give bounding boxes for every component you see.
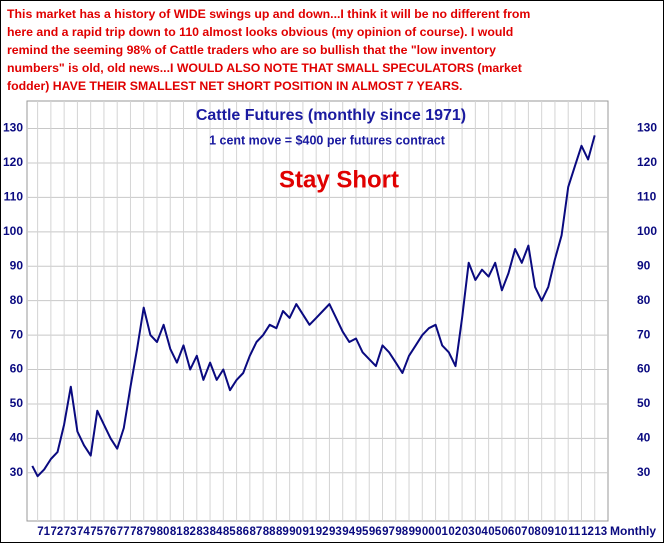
x-tick-label: 73 <box>64 526 77 538</box>
x-tick-label: 79 <box>143 526 156 538</box>
chart-subtitle: 1 cent move = $400 per futures contract <box>209 133 446 147</box>
y-tick-label: 90 <box>10 258 24 272</box>
y-tick-label-right: 110 <box>637 190 657 204</box>
x-tick-label: 75 <box>90 526 103 538</box>
x-tick-label: 86 <box>236 526 249 538</box>
y-tick-label: 80 <box>10 293 24 307</box>
y-tick-label: 110 <box>4 190 24 204</box>
x-tick-label: 78 <box>130 526 143 538</box>
x-tick-label: 83 <box>196 526 209 538</box>
y-tick-label: 60 <box>10 362 24 376</box>
x-tick-label: 76 <box>104 526 117 538</box>
x-tick-label: 96 <box>369 526 382 538</box>
x-tick-label: 85 <box>223 526 236 538</box>
x-tick-label: 02 <box>448 526 461 538</box>
x-tick-label: 01 <box>435 526 448 538</box>
y-tick-label: 30 <box>10 465 24 479</box>
x-tick-label: 97 <box>382 526 395 538</box>
x-tick-label: 11 <box>568 526 581 538</box>
y-tick-label: 40 <box>10 431 24 445</box>
x-tick-label: 94 <box>342 526 355 538</box>
y-tick-label: 50 <box>10 396 24 410</box>
x-tick-label: 72 <box>50 526 63 538</box>
y-tick-label-right: 60 <box>637 362 651 376</box>
commentary-line: here and a rapid trip down to 110 almost… <box>7 25 514 39</box>
y-tick-label-right: 50 <box>637 396 651 410</box>
price-line <box>31 135 596 478</box>
x-tick-label: 84 <box>210 526 223 538</box>
y-tick-label-right: 30 <box>637 465 651 479</box>
x-tick-label: 03 <box>462 526 475 538</box>
x-tick-label: 99 <box>409 526 422 538</box>
y-tick-label-right: 100 <box>637 224 657 238</box>
y-tick-label-right: 90 <box>637 258 651 272</box>
x-axis-label: Monthly <box>610 524 656 538</box>
y-tick-label-right: 130 <box>637 121 657 135</box>
x-tick-label: 98 <box>395 526 408 538</box>
x-tick-label: 74 <box>77 526 90 538</box>
y-tick-label: 120 <box>3 155 23 169</box>
x-tick-label: 93 <box>329 526 342 538</box>
plot-area <box>26 100 609 522</box>
x-tick-label: 88 <box>263 526 276 538</box>
commentary-line: numbers" is old, old news...I WOULD ALSO… <box>7 61 522 75</box>
x-tick-label: 77 <box>117 526 130 538</box>
x-tick-label: 12 <box>581 526 594 538</box>
x-tick-label: 87 <box>249 526 262 538</box>
y-tick-label-right: 120 <box>637 155 657 169</box>
x-tick-label: 92 <box>316 526 329 538</box>
y-tick-label: 70 <box>10 327 24 341</box>
x-tick-label: 71 <box>37 526 50 538</box>
x-tick-label: 91 <box>303 526 316 538</box>
x-tick-label: 90 <box>289 526 302 538</box>
commentary-line: fodder) HAVE THEIR SMALLEST NET SHORT PO… <box>7 79 463 93</box>
x-tick-label: 09 <box>541 526 554 538</box>
x-tick-label: 82 <box>183 526 196 538</box>
x-tick-label: 00 <box>422 526 435 538</box>
x-tick-label: 81 <box>170 526 183 538</box>
x-tick-label: 89 <box>276 526 289 538</box>
y-tick-label-right: 80 <box>637 293 651 307</box>
y-tick-label: 130 <box>3 121 23 135</box>
x-tick-label: 10 <box>555 526 568 538</box>
x-tick-label: 04 <box>475 526 488 538</box>
commentary-line: This market has a history of WIDE swings… <box>7 7 531 21</box>
y-tick-label-right: 70 <box>637 327 651 341</box>
x-tick-label: 08 <box>528 526 541 538</box>
commentary: This market has a history of WIDE swings… <box>7 5 662 95</box>
commentary-line: remind the seeming 98% of Cattle traders… <box>7 43 496 57</box>
y-tick-label-right: 40 <box>637 431 651 445</box>
x-tick-label: 07 <box>515 526 528 538</box>
annotation: Stay Short <box>279 166 399 193</box>
y-tick-label: 100 <box>3 224 23 238</box>
x-tick-label: 95 <box>356 526 369 538</box>
chart-title: Cattle Futures (monthly since 1971) <box>196 107 466 124</box>
x-tick-label: 80 <box>157 526 170 538</box>
x-tick-label: 06 <box>501 526 514 538</box>
x-tick-label: 13 <box>594 526 607 538</box>
x-tick-label: 05 <box>488 526 501 538</box>
